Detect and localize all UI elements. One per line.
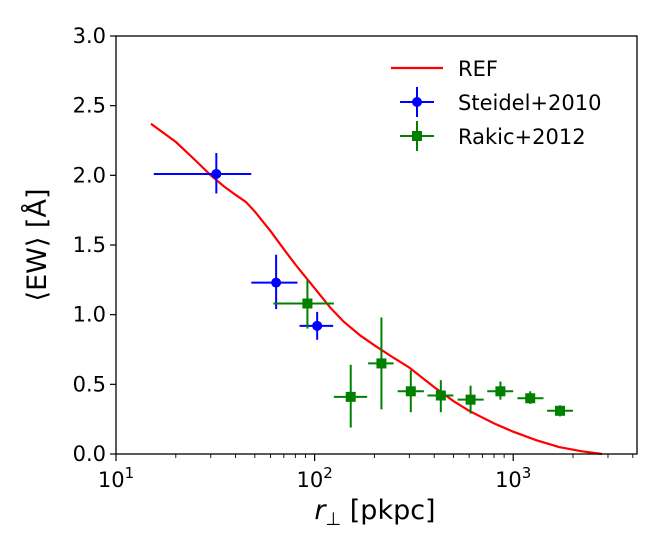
x-axis-label: r⊥ [pkpc] — [314, 495, 435, 530]
rakic-2012-point-0 — [302, 298, 313, 309]
rakic-2012-point-1 — [345, 391, 356, 402]
x-tick-label-1: 102 — [296, 464, 332, 492]
x-tick-label-2: 103 — [495, 464, 531, 492]
rakic-2012-point-4 — [435, 390, 446, 401]
y-tick-label-1: 0.5 — [73, 372, 106, 396]
x-tick-label-0: 101 — [98, 464, 134, 492]
legend-label-rakic: Rakic+2012 — [458, 125, 586, 149]
series-line-ref — [150, 122, 603, 456]
rakic-2012-point-6 — [495, 386, 506, 397]
steidel-2010-point-2 — [312, 320, 323, 331]
steidel-2010-point-0 — [211, 168, 222, 179]
plot-area — [150, 122, 603, 456]
y-tick-label-4: 2.0 — [73, 163, 106, 187]
legend-swatch-steidel-marker — [412, 97, 422, 107]
rakic-2012-point-5 — [465, 394, 476, 405]
legend: REF Steidel+2010 Rakic+2012 — [391, 57, 601, 151]
axes: 0.0 0.5 1.0 1.5 2.0 2.5 3.0 101 102 103 — [73, 24, 638, 492]
y-tick-label-5: 2.5 — [73, 94, 106, 118]
rakic-2012-point-3 — [405, 386, 416, 397]
y-axis-label: ⟨EW⟩ [Å] — [21, 189, 53, 302]
legend-swatch-rakic-marker — [412, 131, 422, 141]
rakic-2012-point-8 — [554, 405, 565, 416]
steidel-2010-point-1 — [271, 277, 282, 288]
legend-label-steidel: Steidel+2010 — [458, 91, 601, 115]
y-tick-label-2: 1.0 — [73, 303, 106, 327]
rakic-2012-point-7 — [525, 393, 536, 404]
y-tick-label-3: 1.5 — [73, 233, 106, 257]
rakic-2012-point-2 — [376, 358, 387, 369]
y-tick-label-0: 0.0 — [73, 442, 106, 466]
legend-label-ref: REF — [458, 57, 498, 81]
y-tick-label-6: 3.0 — [73, 24, 106, 48]
